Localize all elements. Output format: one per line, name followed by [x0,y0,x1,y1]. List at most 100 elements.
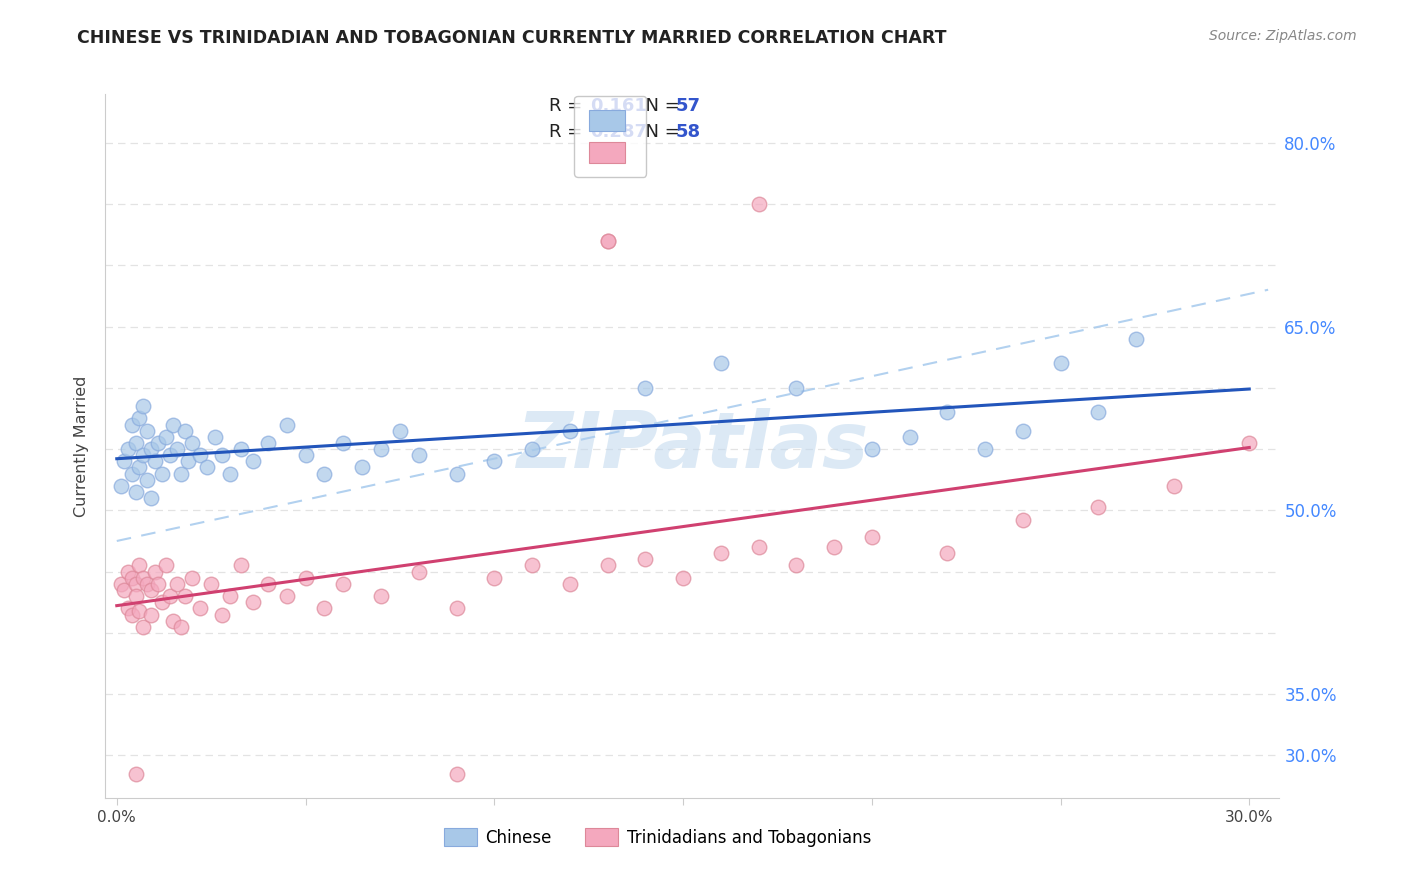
Point [446,467,468,481]
Point [150,467,173,481]
Point [1087,500,1109,514]
Text: 0.161: 0.161 [591,96,647,115]
Point [181,436,204,450]
Point [1087,405,1109,419]
Text: Source: ZipAtlas.com: Source: ZipAtlas.com [1209,29,1357,43]
Point [294,448,316,462]
Point [1239,436,1261,450]
Point [128,411,150,425]
Point [204,430,226,444]
Point [596,234,619,248]
Point [211,607,233,622]
Point [747,540,769,554]
Point [188,601,211,615]
Point [117,601,139,615]
Point [170,467,193,481]
Point [121,417,143,432]
Point [484,454,506,468]
Point [1011,513,1033,527]
Point [110,479,132,493]
Point [219,589,242,603]
Point [276,589,298,603]
Text: R =: R = [550,123,588,142]
Point [177,454,200,468]
Point [520,442,543,456]
Point [166,577,188,591]
Point [370,442,392,456]
Point [159,448,181,462]
Text: N =: N = [634,96,685,115]
Point [112,454,135,468]
Point [219,467,242,481]
Point [136,473,159,487]
Text: 57: 57 [676,96,702,115]
Point [314,467,336,481]
Point [936,405,959,419]
Point [520,558,543,573]
Point [558,577,581,591]
Point [173,424,195,438]
Point [352,460,374,475]
Text: ZIPatlas: ZIPatlas [516,408,869,484]
Point [408,448,430,462]
Point [710,546,733,560]
Point [332,436,354,450]
Point [166,442,188,456]
Point [1011,424,1033,438]
Point [1163,479,1185,493]
Point [898,430,921,444]
Point [155,430,177,444]
Point [117,442,139,456]
Point [132,399,155,413]
Point [785,558,807,573]
Point [121,571,143,585]
Point [231,442,253,456]
Point [159,589,181,603]
Point [128,558,150,573]
Point [121,607,143,622]
Point [408,565,430,579]
Point [558,424,581,438]
Point [155,558,177,573]
Point [132,448,155,462]
Point [124,767,146,781]
Legend: Chinese, Trinidadians and Tobagonians: Chinese, Trinidadians and Tobagonians [437,822,877,854]
Point [314,601,336,615]
Point [1125,332,1147,346]
Point [256,577,278,591]
Text: CHINESE VS TRINIDADIAN AND TOBAGONIAN CURRENTLY MARRIED CORRELATION CHART: CHINESE VS TRINIDADIAN AND TOBAGONIAN CU… [77,29,946,46]
Point [276,417,298,432]
Point [112,582,135,597]
Point [173,589,195,603]
Point [634,552,657,566]
Point [785,381,807,395]
Point [124,577,146,591]
Point [136,424,159,438]
Point [181,571,204,585]
Point [231,558,253,573]
Point [860,530,883,544]
Point [132,571,155,585]
Point [242,454,264,468]
Point [128,604,150,618]
Text: 58: 58 [676,123,702,142]
Point [124,485,146,500]
Point [124,589,146,603]
Point [128,460,150,475]
Point [170,620,193,634]
Point [188,448,211,462]
Point [860,442,883,456]
Point [148,436,170,450]
Point [823,540,845,554]
Point [484,571,506,585]
Point [124,436,146,450]
Point [211,448,233,462]
Point [195,460,218,475]
Point [446,767,468,781]
Point [132,620,155,634]
Point [294,571,316,585]
Point [148,577,170,591]
Point [110,577,132,591]
Point [936,546,959,560]
Text: 0.287: 0.287 [591,123,647,142]
